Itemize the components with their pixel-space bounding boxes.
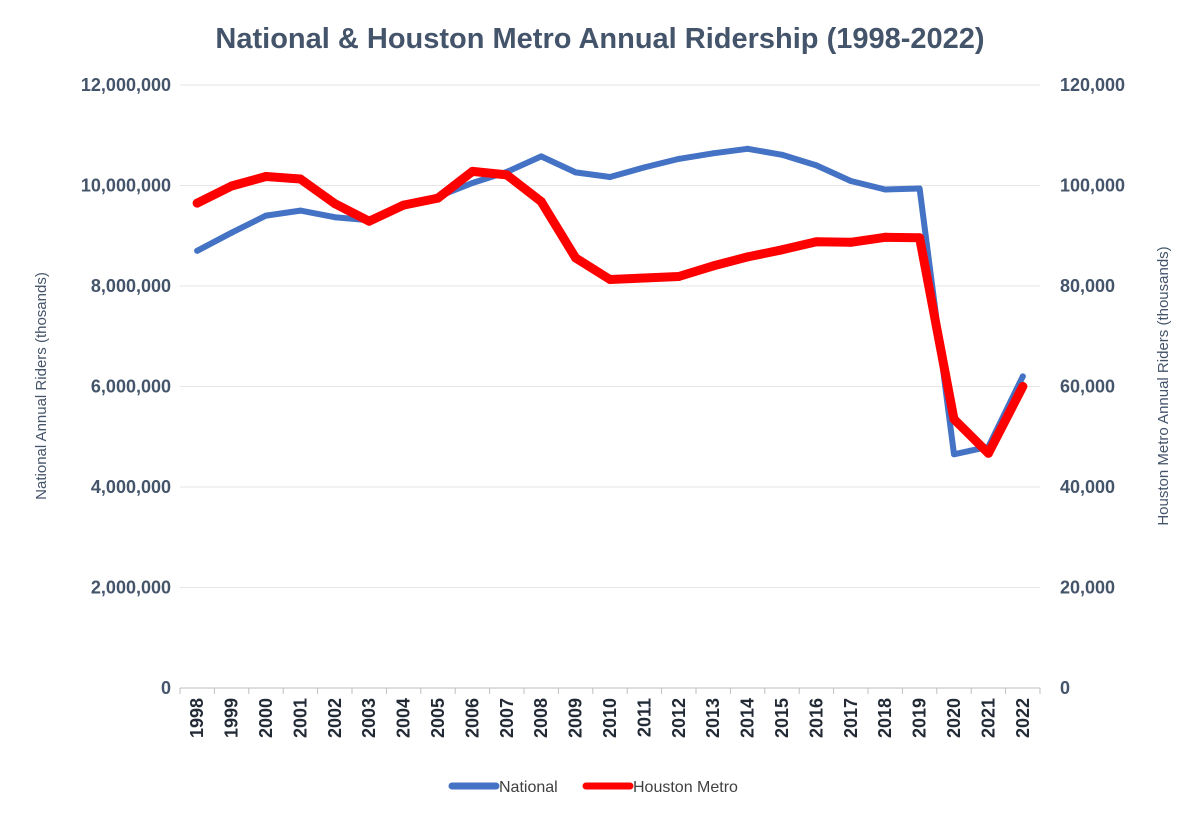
x-tick-label: 2006: [462, 698, 482, 738]
data-point-national: [331, 214, 338, 221]
x-axis-tick-labels: 1998 1999 2000 2001 2002 2003 2004 2005 2006 2007…: [187, 698, 1033, 738]
x-tick-marks: [179, 688, 1041, 694]
left-y-tick-label: 2,000,000: [91, 578, 171, 598]
data-point-national: [641, 164, 648, 171]
left-y-tick-label: 10,000,000: [81, 176, 171, 196]
right-y-tick-label: 60,000: [1060, 377, 1115, 397]
data-point-houston-metro: [364, 216, 374, 226]
left-y-tick-label: 4,000,000: [91, 477, 171, 497]
x-tick-label: 2018: [875, 698, 895, 738]
right-y-axis-ticks: 0 20,000 40,000 60,000 80,000 100,000 120,000: [1060, 75, 1125, 698]
x-tick-label: 2022: [1013, 698, 1033, 738]
data-point-houston-metro: [330, 199, 340, 209]
data-point-national: [607, 174, 613, 180]
data-point-houston-metro: [261, 172, 271, 181]
x-tick-label: 2012: [669, 698, 689, 738]
data-point-national: [675, 155, 682, 162]
data-point-houston-metro: [1018, 382, 1028, 391]
data-point-houston-metro: [433, 193, 443, 203]
x-tick-label: 2001: [290, 698, 310, 738]
data-point-houston-metro: [777, 245, 787, 255]
right-y-tick-label: 0: [1060, 678, 1070, 698]
series-lines: [192, 145, 1028, 458]
x-tick-label: 2009: [566, 698, 586, 738]
data-point-national: [538, 153, 545, 160]
x-tick-label: 2004: [394, 698, 414, 738]
data-point-national: [297, 207, 304, 214]
data-point-houston-metro: [502, 170, 512, 180]
data-point-national: [916, 185, 923, 192]
data-point-houston-metro: [949, 414, 959, 424]
x-tick-label: 2003: [359, 698, 379, 738]
data-point-houston-metro: [708, 261, 718, 271]
data-point-houston-metro: [227, 181, 237, 191]
data-point-houston-metro: [571, 253, 581, 263]
left-y-tick-label: 0: [161, 678, 171, 698]
data-point-national: [710, 150, 717, 157]
left-y-tick-label: 12,000,000: [81, 75, 171, 95]
data-point-houston-metro: [743, 252, 753, 262]
data-point-houston-metro: [915, 233, 925, 243]
right-axis-title: Houston Metro Annual Riders (thousands): [1155, 246, 1172, 525]
data-point-national: [194, 247, 201, 254]
x-tick-label: 2005: [428, 698, 448, 738]
data-point-houston-metro: [295, 174, 305, 184]
left-axis-title: National Annual Riders (thosands): [33, 272, 50, 500]
x-tick-label: 2007: [497, 698, 517, 738]
left-y-tick-label: 6,000,000: [91, 377, 171, 397]
data-point-national: [847, 178, 854, 184]
x-tick-label: 2002: [325, 698, 345, 738]
data-point-national: [813, 162, 820, 169]
data-point-national: [779, 151, 785, 158]
x-tick-label: 1999: [222, 698, 242, 738]
x-tick-label: 2020: [944, 698, 964, 738]
data-point-national: [263, 212, 269, 219]
data-point-houston-metro: [811, 237, 821, 247]
left-y-axis-ticks: 0 2,000,000 4,000,000 6,000,000 8,000,000 10,…: [81, 75, 171, 698]
x-tick-label: 2015: [772, 698, 792, 738]
x-tick-label: 2016: [806, 698, 826, 738]
x-tick-label: 2021: [978, 698, 998, 738]
data-point-national: [882, 186, 889, 193]
x-tick-label: 2000: [256, 698, 276, 738]
x-tick-label: 2010: [600, 698, 620, 738]
legend: National Houston Metro: [448, 779, 738, 796]
x-tick-label: 2019: [910, 698, 930, 738]
data-point-houston-metro: [674, 272, 684, 281]
right-y-tick-label: 40,000: [1060, 477, 1115, 497]
x-tick-label: 2014: [738, 698, 758, 738]
right-y-tick-label: 120,000: [1060, 75, 1125, 95]
right-y-tick-label: 80,000: [1060, 276, 1115, 296]
legend-label-national: National: [499, 779, 558, 796]
data-point-houston-metro: [192, 198, 202, 208]
data-point-national: [744, 145, 751, 152]
chart-title: National & Houston Metro Annual Ridershi…: [215, 23, 984, 55]
data-point-national: [951, 451, 957, 458]
right-y-tick-label: 100,000: [1060, 176, 1125, 196]
data-point-houston-metro: [399, 200, 409, 210]
data-point-houston-metro: [605, 275, 615, 284]
data-point-houston-metro: [846, 237, 856, 247]
gridlines: [180, 84, 1040, 588]
left-y-tick-label: 8,000,000: [91, 276, 171, 296]
data-point-national: [572, 169, 579, 176]
data-point-houston-metro: [983, 448, 993, 458]
data-point-houston-metro: [639, 273, 649, 283]
data-point-houston-metro: [536, 197, 546, 207]
right-y-tick-label: 20,000: [1060, 578, 1115, 598]
legend-label-houston-metro: Houston Metro: [633, 779, 738, 796]
x-tick-label: 2008: [531, 698, 551, 738]
x-tick-label: 1998: [187, 698, 207, 738]
x-tick-label: 2011: [634, 698, 654, 737]
data-point-national: [1019, 373, 1026, 380]
x-tick-label: 2017: [841, 698, 861, 738]
x-tick-label: 2013: [703, 698, 723, 738]
data-point-houston-metro: [880, 232, 890, 242]
data-point-houston-metro: [467, 166, 477, 176]
data-point-national: [228, 229, 235, 236]
data-point-national: [469, 180, 476, 186]
